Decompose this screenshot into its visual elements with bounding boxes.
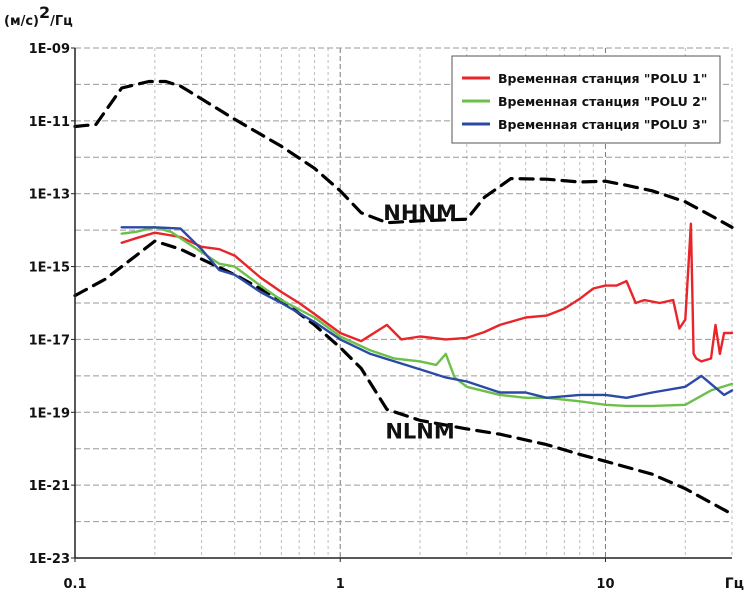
y-tick-label: 1E-11 [29, 115, 70, 130]
y-tick-label: 1E-23 [29, 552, 70, 567]
x-tick-label: 10 [596, 577, 614, 592]
legend-box [451, 55, 721, 144]
series-line-polu3 [120, 226, 734, 399]
y-tick-label: 1E-13 [29, 188, 70, 203]
x-axis-label: Гц [725, 576, 744, 592]
legend-label-polu3: Временная станция "POLU 3" [498, 117, 707, 132]
legend-label-polu2: Временная станция "POLU 2" [498, 94, 707, 109]
annotation-nlnm: NLNM [385, 419, 454, 443]
y-tick-label: 1E-17 [29, 333, 70, 348]
x-tick-label: 1 [336, 577, 345, 592]
legend: Временная станция "POLU 1" Временная стан… [451, 55, 721, 144]
series-line-nlnm [73, 239, 734, 516]
y-tick-label: 1E-21 [29, 479, 70, 494]
legend-label-polu1: Временная станция "POLU 1" [498, 71, 707, 86]
y-tick-label: 1E-15 [29, 261, 70, 276]
x-tick-label: 0.1 [63, 577, 86, 592]
axes [74, 48, 732, 559]
chart-series [73, 79, 734, 516]
series-line-polu1 [120, 222, 734, 363]
tick-labels: 1E-09 1E-11 1E-13 1E-15 1E-17 1E-19 1E-21 1E-23… [29, 42, 615, 592]
y-tick-label: 1E-09 [29, 42, 70, 57]
series-line-nhnm [73, 79, 734, 229]
axis-labels: (м/с)2/Гц Гц [4, 3, 744, 592]
series-line-polu2 [120, 226, 734, 408]
y-axis-label: (м/с)2/Гц [4, 3, 73, 29]
annotation-nhnm: NHNM [383, 201, 457, 225]
y-tick-label: 1E-19 [29, 406, 70, 421]
annotations: NHNM NLNM [383, 201, 457, 444]
